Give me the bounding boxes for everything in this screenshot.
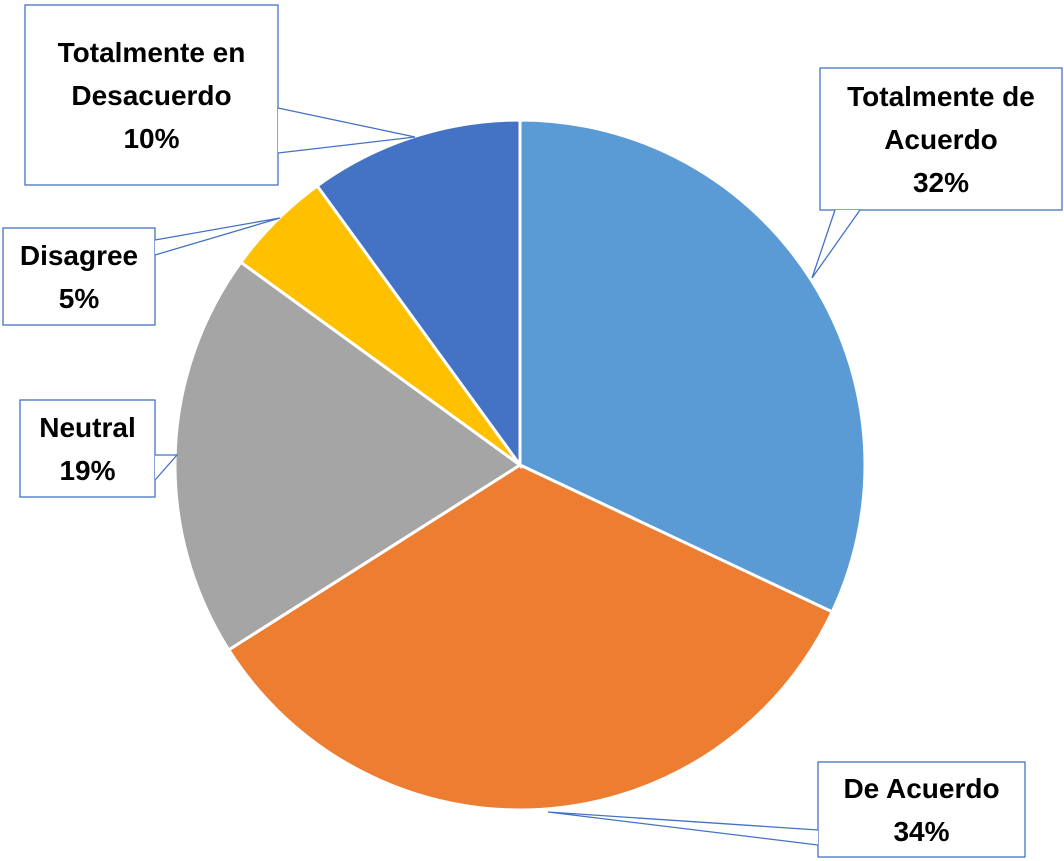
category-label: Totalmente en Desacuerdo (57, 36, 246, 111)
category-label: Totalmente de Acuerdo (847, 80, 1035, 155)
value-label: 5% (58, 282, 100, 314)
data-label: Neutral 19% (20, 400, 155, 497)
label-pointer (277, 107, 416, 154)
label-box (2, 227, 156, 326)
label-box (19, 399, 156, 498)
value-label: 19% (59, 454, 116, 486)
data-label: Totalmente de Acuerdo 32% (820, 68, 1062, 210)
category-label: De Acuerdo (843, 772, 1000, 804)
value-label: 10% (123, 122, 180, 154)
label-pointer-fill (278, 108, 415, 153)
category-label: Disagree (19, 239, 139, 271)
data-label: Totalmente en Desacuerdo 10% (25, 5, 278, 185)
data-label: Disagree 5% (3, 228, 155, 325)
label-pointer (811, 209, 861, 279)
pie-slice (518, 118, 867, 614)
label-box (24, 4, 279, 186)
pie-slice (173, 260, 523, 652)
label-box (819, 67, 1063, 211)
value-label: 32% (912, 166, 970, 198)
label-box (817, 761, 1026, 858)
label-pointer (547, 811, 819, 846)
label-pointer (154, 217, 281, 256)
data-label: De Acuerdo 34% (818, 762, 1025, 857)
label-pointer (154, 454, 179, 481)
category-label: Neutral (39, 411, 136, 443)
pie-slice (226, 463, 835, 812)
value-label: 34% (893, 815, 950, 847)
